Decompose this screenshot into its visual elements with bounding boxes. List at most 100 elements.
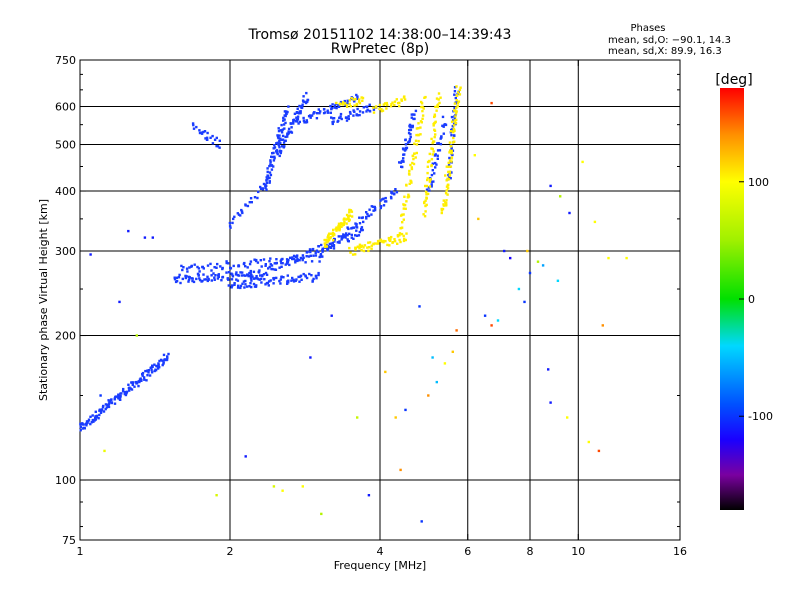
x-mode-point [348, 214, 351, 217]
x-mode-point [408, 173, 411, 176]
o-mode-point [404, 148, 408, 151]
o-mode-point [286, 110, 289, 114]
o-mode-point [298, 120, 301, 124]
o-mode-point [248, 201, 251, 204]
o-mode-point [233, 215, 236, 218]
o-mode-point [441, 124, 444, 127]
o-mode-point [346, 239, 350, 243]
o-mode-point [131, 381, 135, 384]
o-mode-point [195, 125, 198, 129]
o-mode-point [211, 142, 215, 145]
x-mode-point [384, 240, 387, 243]
x-mode-point [393, 238, 396, 241]
o-mode-point [259, 187, 263, 190]
scatter-point [566, 416, 569, 419]
x-mode-point [445, 179, 448, 182]
x-mode-point [389, 238, 392, 241]
x-mode-point [409, 163, 412, 167]
x-mode-point [398, 234, 401, 237]
o-mode-point [323, 108, 326, 111]
o-mode-point [232, 217, 235, 221]
o-mode-point [319, 254, 322, 257]
x-mode-point [455, 85, 458, 88]
o-mode-point [358, 113, 361, 117]
o-mode-point [153, 369, 156, 373]
o-mode-point [292, 120, 295, 124]
o-mode-point [264, 264, 267, 267]
x-mode-point [419, 133, 422, 136]
x-mode-point [430, 137, 433, 141]
o-mode-point [146, 374, 149, 377]
x-mode-point [400, 232, 404, 236]
x-mode-point [349, 209, 353, 212]
o-mode-point [193, 263, 196, 266]
o-mode-point [294, 279, 297, 282]
o-mode-point [408, 128, 411, 132]
o-mode-point [264, 263, 267, 266]
x-mode-point [404, 207, 407, 210]
o-mode-point [442, 132, 445, 135]
x-mode-point [348, 218, 351, 222]
o-mode-point [228, 225, 232, 228]
scatter-point [568, 211, 571, 215]
o-mode-point [198, 277, 201, 280]
o-mode-point [412, 117, 415, 121]
o-mode-point [252, 270, 256, 273]
o-mode-point [113, 398, 116, 401]
scatter-point [399, 468, 402, 472]
x-mode-point [419, 126, 422, 129]
o-mode-point [259, 274, 262, 277]
o-mode-point [347, 115, 350, 118]
x-mode-point [340, 225, 343, 228]
o-mode-point [155, 365, 159, 368]
x-mode-point [445, 165, 448, 168]
x-mode-point [382, 241, 385, 244]
o-mode-point [137, 384, 140, 388]
o-mode-point [206, 264, 210, 267]
o-mode-point [266, 167, 269, 170]
o-mode-point [217, 273, 220, 276]
o-mode-point [196, 265, 199, 269]
o-mode-point [229, 226, 232, 229]
axis-ticks: 1 2 4 6 8 10 16 75 100 200 300 400 500 600 750 [55, 54, 687, 558]
o-mode-point [330, 107, 333, 111]
o-mode-point [305, 255, 308, 258]
x-mode-point [438, 101, 441, 105]
o-mode-point [337, 104, 340, 107]
scatter-point [281, 489, 284, 492]
x-mode-point [343, 220, 346, 224]
o-mode-point [269, 159, 272, 162]
o-mode-point [453, 134, 456, 137]
x-mode-point [426, 177, 429, 180]
o-mode-point [306, 250, 309, 254]
x-mode-point [331, 234, 335, 237]
o-mode-point [192, 123, 195, 127]
o-mode-point [444, 123, 448, 127]
o-mode-point [296, 259, 299, 263]
o-mode-point [161, 359, 164, 362]
colorbar: [deg] 100 0 -100 [715, 72, 773, 510]
x-mode-point [421, 114, 425, 117]
o-mode-point [273, 144, 276, 147]
x-mode-point [388, 244, 391, 247]
o-mode-point [178, 273, 181, 277]
o-mode-point [260, 277, 263, 281]
x-mode-point [343, 217, 346, 220]
scatter-point [320, 512, 323, 516]
o-mode-point [165, 358, 168, 362]
o-mode-point [436, 142, 439, 145]
o-mode-point [315, 117, 319, 120]
o-mode-point [326, 109, 329, 112]
o-mode-point [287, 127, 291, 131]
o-mode-point [305, 91, 308, 95]
o-mode-point [251, 275, 254, 278]
x-mode-point [415, 143, 419, 146]
data-points [79, 85, 628, 523]
o-mode-point [123, 392, 126, 396]
o-mode-point [262, 258, 266, 261]
x-mode-point [351, 253, 355, 256]
x-mode-point [431, 153, 434, 156]
o-mode-point [203, 130, 207, 133]
o-mode-point [141, 374, 144, 377]
o-mode-point [265, 273, 269, 276]
